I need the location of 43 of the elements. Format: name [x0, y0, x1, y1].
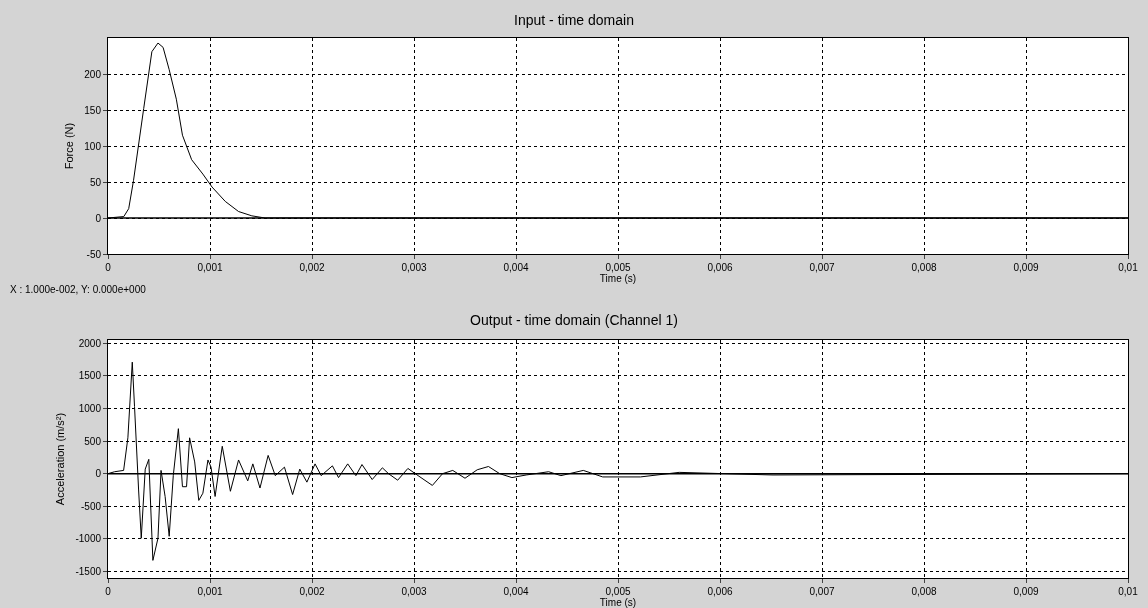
y-tick-label: 1000	[78, 402, 102, 414]
text: X : 1.000e-002, Y: 0.000e+000	[10, 284, 147, 295]
y-tick-label: 100	[84, 140, 102, 152]
x-tick-label: 0,008	[911, 586, 937, 597]
y-tick-label: -1000	[75, 533, 102, 545]
y-axis-title: Acceleration (m/s²)	[54, 412, 67, 506]
y-tick-label: -50	[86, 248, 102, 260]
x-tick-label: 0,002	[299, 586, 325, 597]
x-tick-label: 0,007	[809, 586, 835, 597]
x-tick-label: 0,01	[1118, 262, 1139, 273]
x-tick-label: 0,006	[707, 262, 733, 273]
x-tick-label: 0,004	[503, 586, 529, 597]
x-tick-label: 0,003	[401, 586, 427, 597]
y-tick-label: 0	[95, 468, 102, 480]
y-axis-title: Force (N)	[62, 122, 75, 170]
y-tick-label: 150	[84, 104, 102, 116]
y-tick-label: -500	[80, 500, 102, 512]
x-tick-label: 0,006	[707, 586, 733, 597]
y-tick-label: 2000	[78, 337, 102, 349]
y-tick-label: 0	[95, 212, 102, 224]
x-axis-title: Time (s)	[599, 273, 637, 284]
x-tick-label: 0,003	[401, 262, 427, 273]
x-tick-label: 0,004	[503, 262, 529, 273]
chart-title: Output - time domain (Channel 1)	[470, 311, 678, 328]
x-tick-label: 0,008	[911, 262, 937, 273]
x-tick-label: 0,001	[197, 262, 223, 273]
x-tick-label: 0,005	[605, 586, 631, 597]
x-tick-label: 0,01	[1118, 586, 1139, 597]
x-tick-label: 0,009	[1013, 262, 1039, 273]
chart-title: Input - time domain	[514, 11, 634, 28]
y-tick-label: 50	[89, 176, 102, 188]
y-tick-label: 500	[84, 435, 102, 447]
y-tick-label: 1500	[78, 370, 102, 382]
x-axis-title: Time (s)	[599, 597, 637, 608]
y-tick-label: -1500	[75, 565, 102, 577]
x-tick-label: 0,005	[605, 262, 631, 273]
x-tick-label: 0,009	[1013, 586, 1039, 597]
x-tick-label: 0	[105, 262, 112, 273]
y-tick-label: 200	[84, 68, 102, 80]
x-tick-label: 0,001	[197, 586, 223, 597]
x-tick-label: 0,002	[299, 262, 325, 273]
x-tick-label: 0,007	[809, 262, 835, 273]
x-tick-label: 0	[105, 586, 112, 597]
